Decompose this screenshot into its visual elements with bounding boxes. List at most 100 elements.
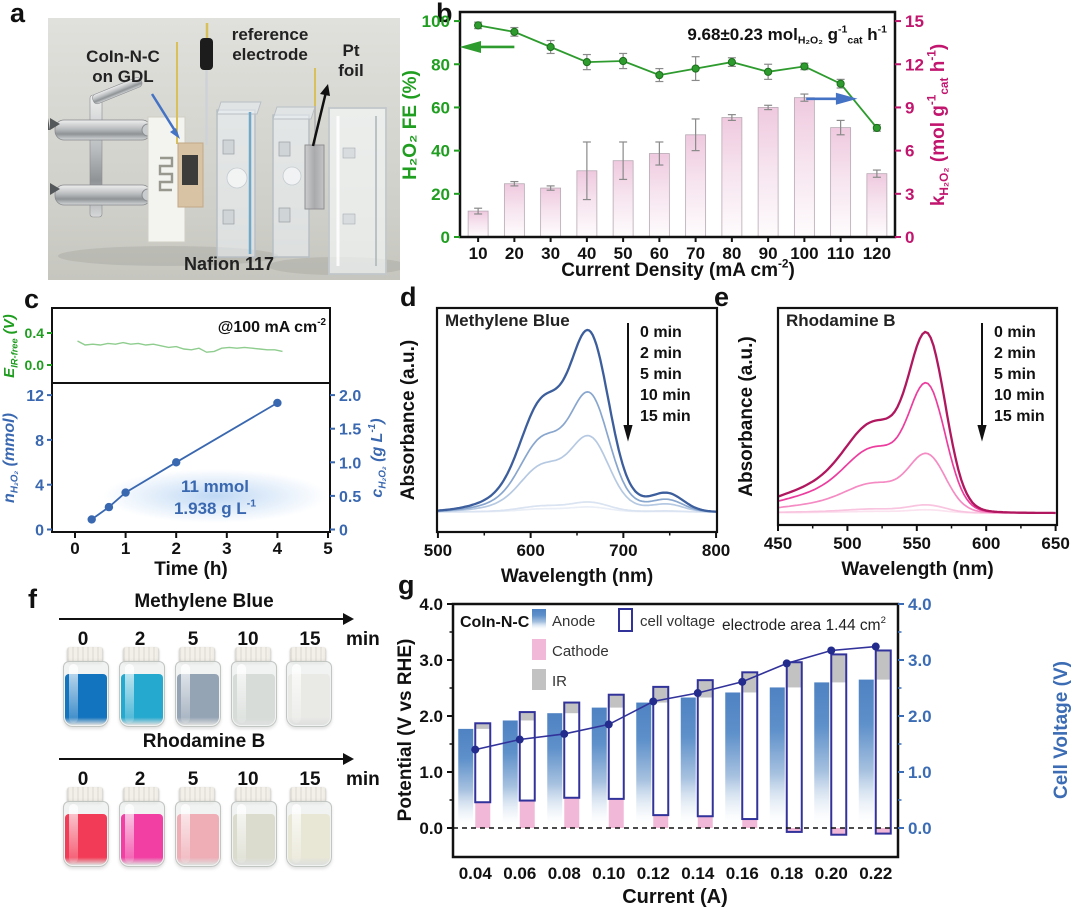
vial-body <box>231 661 277 727</box>
svg-text:800: 800 <box>702 541 730 560</box>
dye-degradation-photos: Methylene Blue 0 2 5 10 15 min Rhodamine B 0 2 5 10… <box>14 591 419 911</box>
svg-text:0: 0 <box>70 539 79 558</box>
yield-annotation-2: 1.938 g L-1 <box>174 497 256 518</box>
legend-ir: IR <box>552 673 567 690</box>
cathode-bar <box>519 800 535 828</box>
svg-text:9: 9 <box>905 98 914 117</box>
highlight-blob <box>103 469 327 523</box>
vial-body <box>119 801 165 867</box>
spectrum-curve-10-min <box>437 501 717 513</box>
svg-text:0.16: 0.16 <box>726 864 759 883</box>
reference-electrode <box>200 23 213 145</box>
svg-text:12: 12 <box>26 388 44 405</box>
svg-text:0.12: 0.12 <box>637 864 670 883</box>
anode-bar <box>814 682 830 828</box>
vial-cap <box>290 647 326 663</box>
svg-text:650: 650 <box>1041 534 1069 553</box>
dye-row-title: Rhodamine B <box>142 731 266 752</box>
vial-cap <box>235 647 271 663</box>
svg-text:0: 0 <box>35 523 44 540</box>
pt-label-line2: foil <box>338 61 364 80</box>
cell-voltage-bar <box>564 702 580 798</box>
panel-d-label: d <box>400 282 417 312</box>
svg-text:8: 8 <box>35 433 44 450</box>
cathode-bar <box>564 797 580 828</box>
time-legend-0-min: 0 min <box>640 324 682 341</box>
cathode-bar <box>831 828 847 835</box>
dye-vial-15min <box>285 647 332 727</box>
cell-voltage-axis-label: Cell Voltage (V) <box>1051 661 1072 799</box>
time-legend-10-min: 10 min <box>994 387 1045 404</box>
c-axis-label: cH₂O₂ (g L-1) <box>367 418 389 497</box>
svg-text:50: 50 <box>614 244 633 263</box>
svg-text:30: 30 <box>541 244 560 263</box>
anode-bar <box>502 720 518 828</box>
svg-text:500: 500 <box>424 541 452 560</box>
svg-text:40: 40 <box>431 142 450 161</box>
ir-bar <box>475 723 491 729</box>
svg-text:0.4: 0.4 <box>25 325 45 341</box>
time-legend-15-min: 15 min <box>640 408 691 425</box>
svg-text:110: 110 <box>827 244 854 263</box>
time-unit-label: min <box>346 629 380 650</box>
vial-glass-highlight <box>125 664 134 723</box>
svg-text:0.22: 0.22 <box>859 864 892 883</box>
chart-methylene-blue-spectra: 500 600 700 800 Wavelength (nm) Absorbance (a… <box>398 306 730 587</box>
svg-text:2: 2 <box>171 539 180 558</box>
vial-body <box>175 661 221 727</box>
cathode-bar <box>697 816 713 828</box>
svg-text:70: 70 <box>686 244 705 263</box>
svg-text:0.18: 0.18 <box>770 864 803 883</box>
spectrum-curve-5-min <box>777 452 1056 514</box>
svg-text:80: 80 <box>722 244 741 263</box>
time-label: 15 <box>299 629 321 650</box>
potential-bars <box>458 649 892 836</box>
cathode-bar <box>786 828 802 832</box>
svg-text:3.0: 3.0 <box>419 651 443 670</box>
svg-text:90: 90 <box>759 244 778 263</box>
vial-glass-highlight <box>237 664 246 723</box>
wavelength-axis-label: Wavelength (nm) <box>841 559 993 580</box>
svg-text:10: 10 <box>469 244 488 263</box>
chart-rhodamine-b-spectra: 450 500 550 600 650 Wavelength (nm) Absorbance… <box>736 306 1070 580</box>
svg-text:6: 6 <box>905 142 914 161</box>
fe-line <box>474 21 881 133</box>
svg-text:550: 550 <box>903 534 931 553</box>
svg-text:0.06: 0.06 <box>503 864 536 883</box>
vial-body <box>286 801 332 867</box>
vial-glass-highlight <box>125 804 134 863</box>
vial-body <box>231 801 277 867</box>
anode-bar <box>680 697 696 828</box>
svg-text:0: 0 <box>905 228 914 247</box>
cell-voltage-bar <box>786 662 802 832</box>
panel-f-label: f <box>28 584 37 614</box>
svg-text:600: 600 <box>972 534 1000 553</box>
vial-body <box>286 661 332 727</box>
vial-glass-highlight <box>237 804 246 863</box>
svg-text:0.0: 0.0 <box>908 819 932 838</box>
pt-foil-arrow <box>311 84 330 147</box>
vial-body <box>175 801 221 867</box>
anode-bar <box>725 692 741 828</box>
panel-c-label: c <box>24 284 40 314</box>
svg-text:0.0: 0.0 <box>419 819 443 838</box>
cell-voltage-line <box>471 642 880 754</box>
time-legend-0-min: 0 min <box>994 324 1036 341</box>
svg-text:60: 60 <box>650 244 669 263</box>
spectrum-curve-0-min <box>436 328 718 513</box>
svg-text:4: 4 <box>35 478 44 495</box>
vial-glass-highlight <box>69 804 78 863</box>
current-density-annotation: @100 mA cm-2 <box>218 317 327 336</box>
svg-text:0.04: 0.04 <box>459 864 493 883</box>
catalyst-label-line1: CoIn-N-C <box>86 47 160 66</box>
svg-text:0.20: 0.20 <box>815 864 848 883</box>
k-bars <box>467 93 888 238</box>
dye-vial-10min <box>230 647 277 727</box>
spectrum-curve-0-min <box>777 330 1056 515</box>
time-unit-label: min <box>346 769 380 790</box>
cell-voltage-bar <box>831 654 847 835</box>
wavelength-axis-label: Wavelength (nm) <box>501 566 653 587</box>
ir-bar <box>564 702 580 714</box>
dye-vial-0min <box>62 787 109 867</box>
